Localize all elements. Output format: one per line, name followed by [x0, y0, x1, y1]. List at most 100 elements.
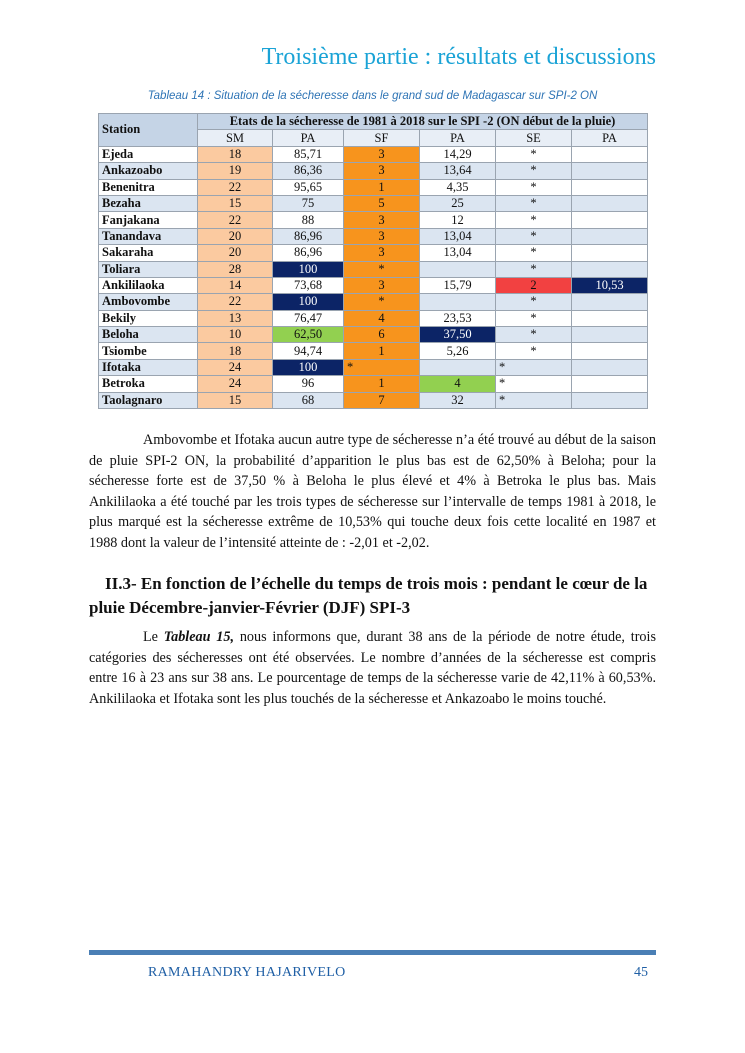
- sf-cell: 3: [343, 211, 420, 229]
- station-name: Ankililaoka: [98, 276, 198, 295]
- sm-cell: 20: [197, 244, 273, 262]
- sf-cell: 3: [343, 145, 420, 164]
- station-name: Sakaraha: [98, 244, 198, 262]
- pa-cell: 86,96: [272, 227, 344, 246]
- sm-cell: 28: [197, 260, 273, 278]
- footer-rule: [89, 950, 656, 955]
- pa-cell: [570, 309, 649, 328]
- paragraph-tableau-15: Le Tableau 15, nous informons que, duran…: [89, 627, 656, 709]
- station-name: Bezaha: [98, 194, 198, 213]
- pa-cell: 10,53: [570, 276, 649, 295]
- pa-cell: 88: [272, 211, 344, 229]
- se-cell: *: [495, 194, 572, 213]
- sub-header-sm: SM: [197, 129, 273, 147]
- station-name: Bekily: [98, 309, 198, 328]
- pa-cell: 4,35: [419, 178, 496, 196]
- table-row: Tsiombe 18 94,74 1 5,26 *: [98, 342, 649, 360]
- sm-cell: 22: [197, 211, 273, 229]
- pa-cell: 62,50: [272, 326, 344, 344]
- pa-cell: 76,47: [272, 309, 344, 328]
- pa-cell: [570, 375, 649, 393]
- pa-cell: 68: [272, 391, 344, 410]
- table-row: Ifotaka 24 100 * *: [98, 358, 649, 377]
- station-name: Tanandava: [98, 227, 198, 246]
- sf-cell: 3: [343, 276, 420, 295]
- station-name: Ankazoabo: [98, 162, 198, 180]
- se-cell: *: [495, 391, 572, 410]
- pa-cell: [570, 326, 649, 344]
- se-cell: *: [495, 178, 572, 196]
- se-cell: 2: [495, 276, 572, 295]
- station-name: Beloha: [98, 326, 198, 344]
- se-cell: *: [495, 145, 572, 164]
- table-row: Bekily 13 76,47 4 23,53 *: [98, 309, 649, 328]
- station-name: Benenitra: [98, 178, 198, 196]
- se-cell: *: [495, 309, 572, 328]
- station-name: Betroka: [98, 375, 198, 393]
- station-header: Station: [98, 113, 198, 147]
- pa-cell: 5,26: [419, 342, 496, 360]
- sm-cell: 10: [197, 326, 273, 344]
- sm-cell: 22: [197, 293, 273, 311]
- station-name: Fanjakana: [98, 211, 198, 229]
- sf-cell: 1: [343, 342, 420, 360]
- sf-cell: 7: [343, 391, 420, 410]
- se-cell: *: [495, 211, 572, 229]
- sm-cell: 24: [197, 375, 273, 393]
- table-row: Bezaha 15 75 5 25 *: [98, 194, 649, 213]
- table-row: Tanandava 20 86,96 3 13,04 *: [98, 227, 649, 246]
- pa-cell: 13,04: [419, 227, 496, 246]
- pa-cell: [570, 358, 649, 377]
- sf-cell: *: [343, 260, 420, 278]
- pa-cell: 95,65: [272, 178, 344, 196]
- pa-cell: 32: [419, 391, 496, 410]
- paragraph-prefix: Le: [143, 629, 164, 645]
- pa-cell: 14,29: [419, 145, 496, 164]
- station-name: Tsiombe: [98, 342, 198, 360]
- pa-cell: [570, 342, 649, 360]
- sub-header-pa: PA: [570, 129, 649, 147]
- table-row: Benenitra 22 95,65 1 4,35 *: [98, 178, 649, 196]
- pa-cell: [570, 178, 649, 196]
- drought-table: Station Etats de la sécheresse de 1981 à…: [98, 112, 649, 410]
- table-row: Taolagnaro 15 68 7 32 *: [98, 391, 649, 410]
- se-cell: *: [495, 326, 572, 344]
- sub-header-se: SE: [495, 129, 572, 147]
- station-name: Ejeda: [98, 145, 198, 164]
- se-cell: *: [495, 375, 572, 393]
- sub-header-pa: PA: [272, 129, 344, 147]
- table-row: Fanjakana 22 88 3 12 *: [98, 211, 649, 229]
- pa-cell: [570, 194, 649, 213]
- sf-cell: 1: [343, 178, 420, 196]
- se-cell: *: [495, 260, 572, 278]
- table-row: Ankililaoka 14 73,68 3 15,79 2 10,53: [98, 276, 649, 295]
- pa-cell: [570, 227, 649, 246]
- sf-cell: 5: [343, 194, 420, 213]
- sf-cell: *: [343, 358, 420, 377]
- pa-cell: 73,68: [272, 276, 344, 295]
- pa-cell: 100: [272, 260, 344, 278]
- sm-cell: 15: [197, 194, 273, 213]
- station-name: Toliara: [98, 260, 198, 278]
- pa-cell: [419, 293, 496, 311]
- section-heading-text: II.3- En fonction de l’échelle du temps …: [89, 574, 648, 617]
- station-name: Ifotaka: [98, 358, 198, 377]
- pa-cell: [419, 260, 496, 278]
- tableau-15-reference: Tableau 15,: [163, 629, 235, 645]
- pa-cell: 96: [272, 375, 344, 393]
- sf-cell: 3: [343, 244, 420, 262]
- table-row: Ambovombe 22 100 * *: [98, 293, 649, 311]
- se-cell: *: [495, 162, 572, 180]
- paragraph-text: nous informons que, durant 38 ans de la …: [89, 629, 656, 707]
- pa-cell: 13,04: [419, 244, 496, 262]
- pa-cell: 94,74: [272, 342, 344, 360]
- page-header-title: Troisième partie : résultats et discussi…: [261, 44, 656, 70]
- se-cell: *: [495, 342, 572, 360]
- pa-cell: 86,96: [272, 244, 344, 262]
- sm-cell: 14: [197, 276, 273, 295]
- sub-header-sf: SF: [343, 129, 420, 147]
- pa-cell: [570, 260, 649, 278]
- table-row: Betroka 24 96 1 4 *: [98, 375, 649, 393]
- pa-cell: [570, 391, 649, 410]
- pa-cell: 37,50: [419, 326, 496, 344]
